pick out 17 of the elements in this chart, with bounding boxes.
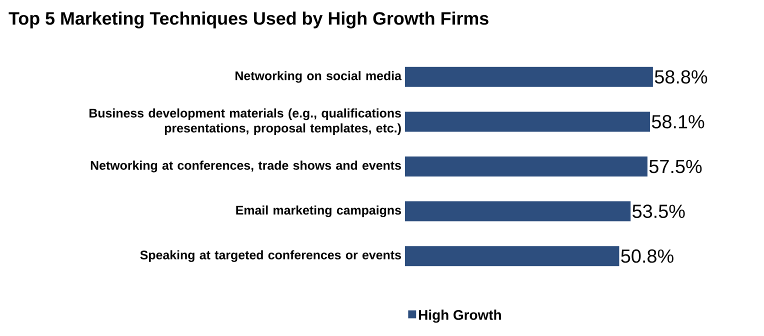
y-tick-label: Email marketing campaigns xyxy=(236,205,401,218)
data-label: 58.8% xyxy=(654,70,708,84)
bar xyxy=(405,201,631,222)
data-label: 53.5% xyxy=(632,204,685,218)
bar xyxy=(405,66,653,87)
y-tick-label: Speaking at targeted conferences or events xyxy=(140,250,401,262)
y-tick-label: Business development materials (e.g., qualifications presentations, proposal templates, etc.) xyxy=(90,108,401,135)
data-label: 50.8% xyxy=(621,249,674,263)
data-label: 58.1% xyxy=(652,115,704,128)
legend-label: High Growth xyxy=(419,310,501,323)
y-tick-label: Networking on social media xyxy=(236,71,402,83)
data-label: 57.5% xyxy=(649,160,702,174)
bar xyxy=(405,156,648,177)
text: Top 5 Marketing Techniques Used by High Growth Firms xyxy=(8,12,488,28)
y-tick-label: Networking at conferences, trade shows and events xyxy=(90,160,401,172)
bar xyxy=(405,112,650,132)
bar xyxy=(405,246,620,266)
